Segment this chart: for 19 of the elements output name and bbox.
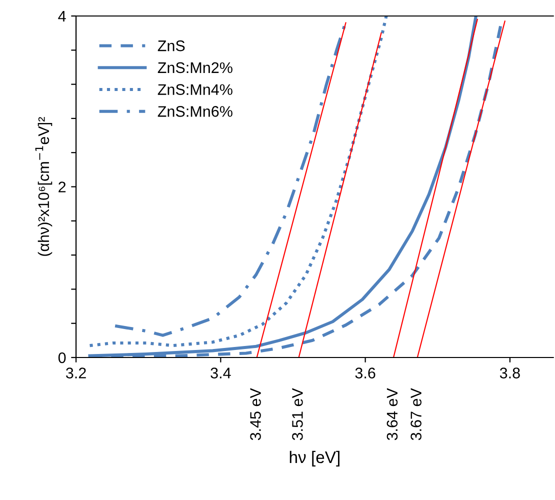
line-series [114,24,346,337]
x-axis-title: hν [eV] [290,450,340,466]
y-tick-label: 2 [58,182,66,192]
x-tick-label: 3.2 [66,368,86,378]
legend-label: ZnS:Mn4% [158,84,232,95]
annotation: 3.67 eV [410,388,422,440]
legend-label: ZnS:Mn2% [158,62,232,74]
x-tick-label: 3.6 [355,368,376,378]
annotation: 3.64 eV [386,388,398,440]
y-tick-label: 4 [58,11,66,22]
y-axis-title: (αhν)²x10⁶[cm$^{−1}$eV]² [35,117,52,256]
line-series [88,16,388,348]
annotation: 3.45 eV [250,388,261,440]
y-tick-label: 0 [58,352,66,364]
annotation: 3.51 eV [292,388,303,440]
legend-label: ZnS:Mn6% [158,106,232,117]
x-tick-label: 3.8 [500,368,520,378]
x-tick-label: 3.4 [210,368,231,378]
legend-label: ZnS [158,40,185,52]
